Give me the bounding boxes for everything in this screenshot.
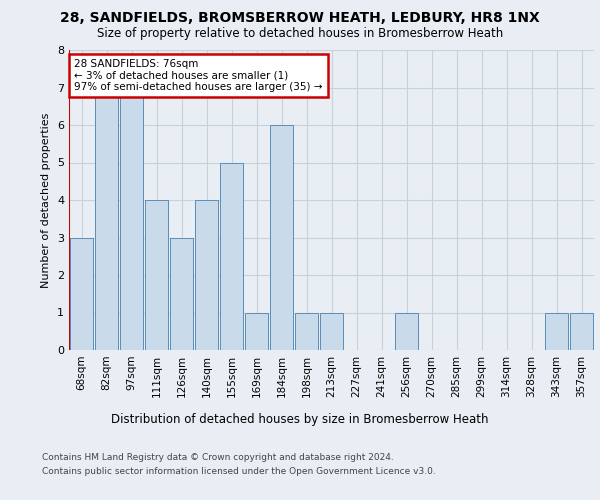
Bar [119,88,143,350]
Bar [170,238,193,350]
Bar [220,162,244,350]
Text: Contains HM Land Registry data © Crown copyright and database right 2024.: Contains HM Land Registry data © Crown c… [42,452,394,462]
Bar [320,312,343,350]
Text: Contains public sector information licensed under the Open Government Licence v3: Contains public sector information licen… [42,468,436,476]
Bar [269,125,293,350]
Text: Size of property relative to detached houses in Bromesberrow Heath: Size of property relative to detached ho… [97,28,503,40]
Y-axis label: Number of detached properties: Number of detached properties [41,112,52,288]
Text: 28 SANDFIELDS: 76sqm
← 3% of detached houses are smaller (1)
97% of semi-detache: 28 SANDFIELDS: 76sqm ← 3% of detached ho… [74,59,323,92]
Bar [295,312,319,350]
Bar [194,200,218,350]
Bar [395,312,418,350]
Bar [569,312,593,350]
Bar [95,88,118,350]
Bar [70,238,94,350]
Text: 28, SANDFIELDS, BROMSBERROW HEATH, LEDBURY, HR8 1NX: 28, SANDFIELDS, BROMSBERROW HEATH, LEDBU… [60,11,540,25]
Bar [545,312,568,350]
Bar [245,312,268,350]
Bar [145,200,169,350]
Text: Distribution of detached houses by size in Bromesberrow Heath: Distribution of detached houses by size … [111,412,489,426]
